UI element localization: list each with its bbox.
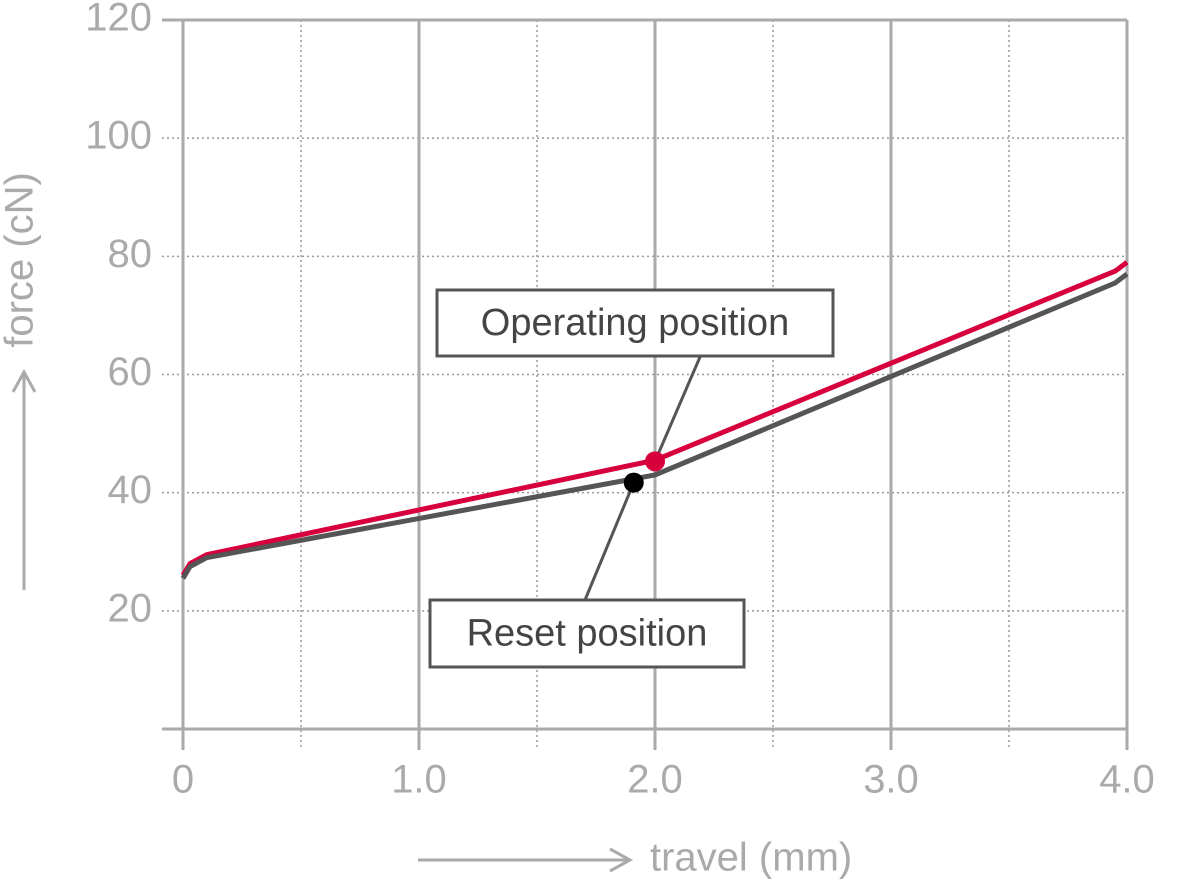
annotation-point — [645, 451, 665, 472]
annotation-box — [435, 288, 835, 358]
y-tick-label: 60 — [108, 350, 153, 394]
x-tick-label: 0 — [172, 758, 194, 802]
x-axis-label: travel (mm) — [650, 836, 852, 880]
series-line — [180, 272, 1129, 580]
annotation-text: Reset position — [467, 613, 708, 655]
annotation-point — [623, 472, 644, 493]
y-tick-label: 20 — [108, 586, 153, 630]
y-tick-label: 120 — [85, 0, 152, 40]
x-tick-label: 2.0 — [627, 758, 683, 802]
leader-line — [653, 356, 702, 462]
x-axis-arrow — [418, 847, 634, 873]
y-tick-label: 80 — [108, 232, 153, 276]
annotation-text: Operating position — [481, 302, 789, 344]
y-axis-arrow — [11, 368, 37, 590]
x-tick-label: 4.0 — [1099, 758, 1155, 802]
leader-line — [583, 482, 636, 601]
x-tick-label: 1.0 — [391, 758, 447, 802]
x-tick-label: 3.0 — [863, 758, 919, 802]
y-tick-label: 40 — [108, 468, 153, 512]
y-tick-label: 100 — [85, 114, 152, 158]
y-axis-label: force (cN) — [0, 172, 42, 348]
annotation-box — [428, 598, 746, 669]
